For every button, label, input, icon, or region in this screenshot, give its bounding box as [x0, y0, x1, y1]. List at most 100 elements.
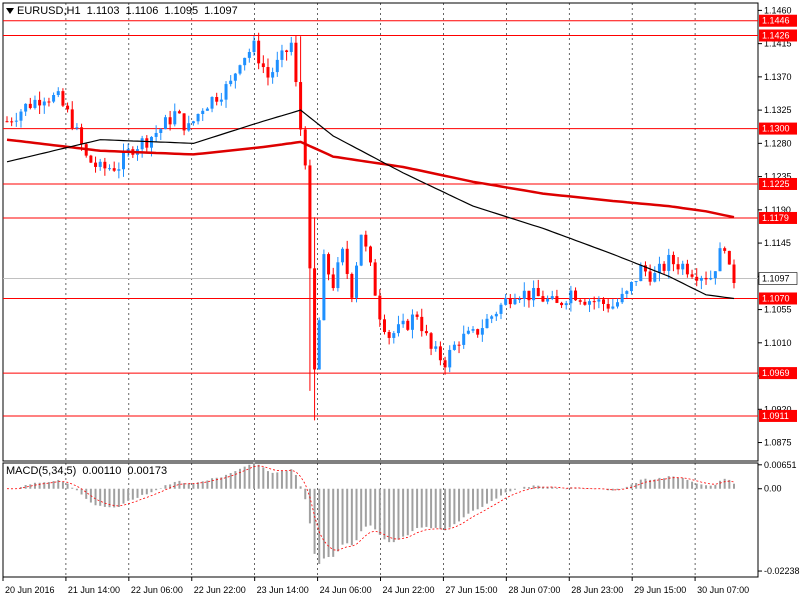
price-axis-label: 1.1190 [764, 205, 791, 215]
candle-body [606, 303, 610, 309]
candle-body [266, 67, 270, 78]
candle-body [448, 349, 452, 368]
candle-body [513, 299, 517, 305]
candle-body [634, 281, 638, 283]
candle-body [280, 50, 284, 60]
level-price-label: 1.1426 [762, 31, 790, 41]
candle-body [355, 265, 359, 298]
candle-body [359, 234, 363, 266]
candle-body [191, 121, 195, 124]
macd-header: MACD(5,34,5) 0.00110 0.00173 [6, 465, 170, 477]
candle-body [47, 101, 51, 103]
candle-body [163, 117, 167, 130]
macd-axis-label: -0.02238 [764, 566, 800, 576]
candle-body [452, 344, 456, 350]
price-axis-label: 1.1010 [764, 338, 792, 348]
candle-body [275, 59, 279, 73]
candle-body [173, 111, 177, 125]
candle-body [625, 291, 629, 294]
candle-body [196, 113, 200, 122]
level-price-tag [759, 122, 797, 135]
macd-main-value: 0.00110 [82, 465, 122, 477]
candle-body [657, 263, 661, 274]
candle-body [681, 263, 685, 270]
candle-body [331, 274, 335, 289]
current-price-label: 1.1097 [762, 274, 790, 284]
candle-body [38, 99, 42, 106]
candle-body [257, 40, 261, 64]
candle-body [126, 149, 130, 152]
candle-body [392, 333, 396, 338]
candle-body [387, 331, 391, 338]
level-price-tag [759, 211, 797, 224]
candle-body [508, 298, 512, 305]
candle-body [89, 155, 93, 163]
macd-signal-value: 0.00173 [127, 465, 168, 477]
candle-body [322, 254, 326, 321]
dropdown-triangle-icon[interactable] [6, 8, 14, 15]
candle-body [410, 314, 414, 330]
candle-body [261, 63, 265, 68]
candle-body [289, 42, 293, 52]
price-axis-label: 1.1325 [764, 105, 792, 115]
time-axis-label: 24 Jun 22:00 [383, 585, 435, 595]
candle-body [14, 120, 18, 122]
time-axis-label: 29 Jun 15:00 [634, 585, 686, 595]
candle-body [140, 138, 144, 150]
candle-body [541, 296, 545, 302]
candle-body [364, 234, 368, 247]
candle-body [70, 109, 74, 129]
candle-body [653, 273, 657, 282]
candle-body [574, 290, 578, 301]
candle-body [718, 248, 722, 272]
close-value: 1.1097 [204, 5, 238, 17]
chart-header: EURUSD,H1 1.1103 1.1106 1.1095 1.1097 [6, 5, 241, 17]
current-price-tag [758, 272, 798, 285]
candle-body [303, 129, 307, 166]
candle-body [182, 113, 186, 131]
moving-average-fast-line [6, 109, 735, 300]
candle-body [466, 330, 470, 334]
level-price-label: 1.1179 [762, 213, 789, 223]
candle-body [117, 169, 121, 171]
candle-body [685, 263, 689, 275]
candle-body [429, 333, 433, 349]
candle-body [33, 99, 37, 108]
candle-body [615, 302, 619, 307]
candle-body [504, 298, 508, 305]
candle-body [643, 265, 647, 272]
level-price-label: 1.1070 [762, 293, 790, 303]
candle-body [341, 248, 345, 263]
macd-axis-label: 0.00651 [764, 460, 797, 470]
time-axis-label: 27 Jun 15:00 [445, 585, 497, 595]
candle-body [522, 290, 526, 300]
candle-body [648, 271, 652, 282]
candle-body [285, 50, 289, 52]
macd-label: MACD(5,34,5) [6, 465, 77, 477]
candle-body [434, 346, 438, 349]
candle-body [145, 138, 149, 148]
candle-body [112, 168, 116, 171]
candle-body [676, 264, 680, 270]
candle-body [406, 320, 410, 330]
time-axis-label: 21 Jun 14:00 [68, 585, 120, 595]
high-value: 1.1106 [125, 5, 159, 17]
candle-body [224, 84, 228, 100]
candle-body [154, 132, 158, 137]
candle-body [620, 293, 624, 303]
candle-body [583, 301, 587, 305]
candle-body [709, 278, 713, 280]
candle-body [345, 248, 349, 274]
candle-body [5, 121, 9, 123]
candle-body [550, 296, 554, 299]
candle-body [695, 276, 699, 281]
candle-body [313, 268, 317, 370]
price-axis-label: 1.1280 [764, 138, 792, 148]
candle-body [52, 95, 56, 102]
candle-body [485, 318, 489, 329]
candle-body [602, 299, 606, 304]
candle-body [597, 299, 601, 302]
level-price-tag [759, 177, 797, 190]
candle-body [438, 346, 442, 361]
